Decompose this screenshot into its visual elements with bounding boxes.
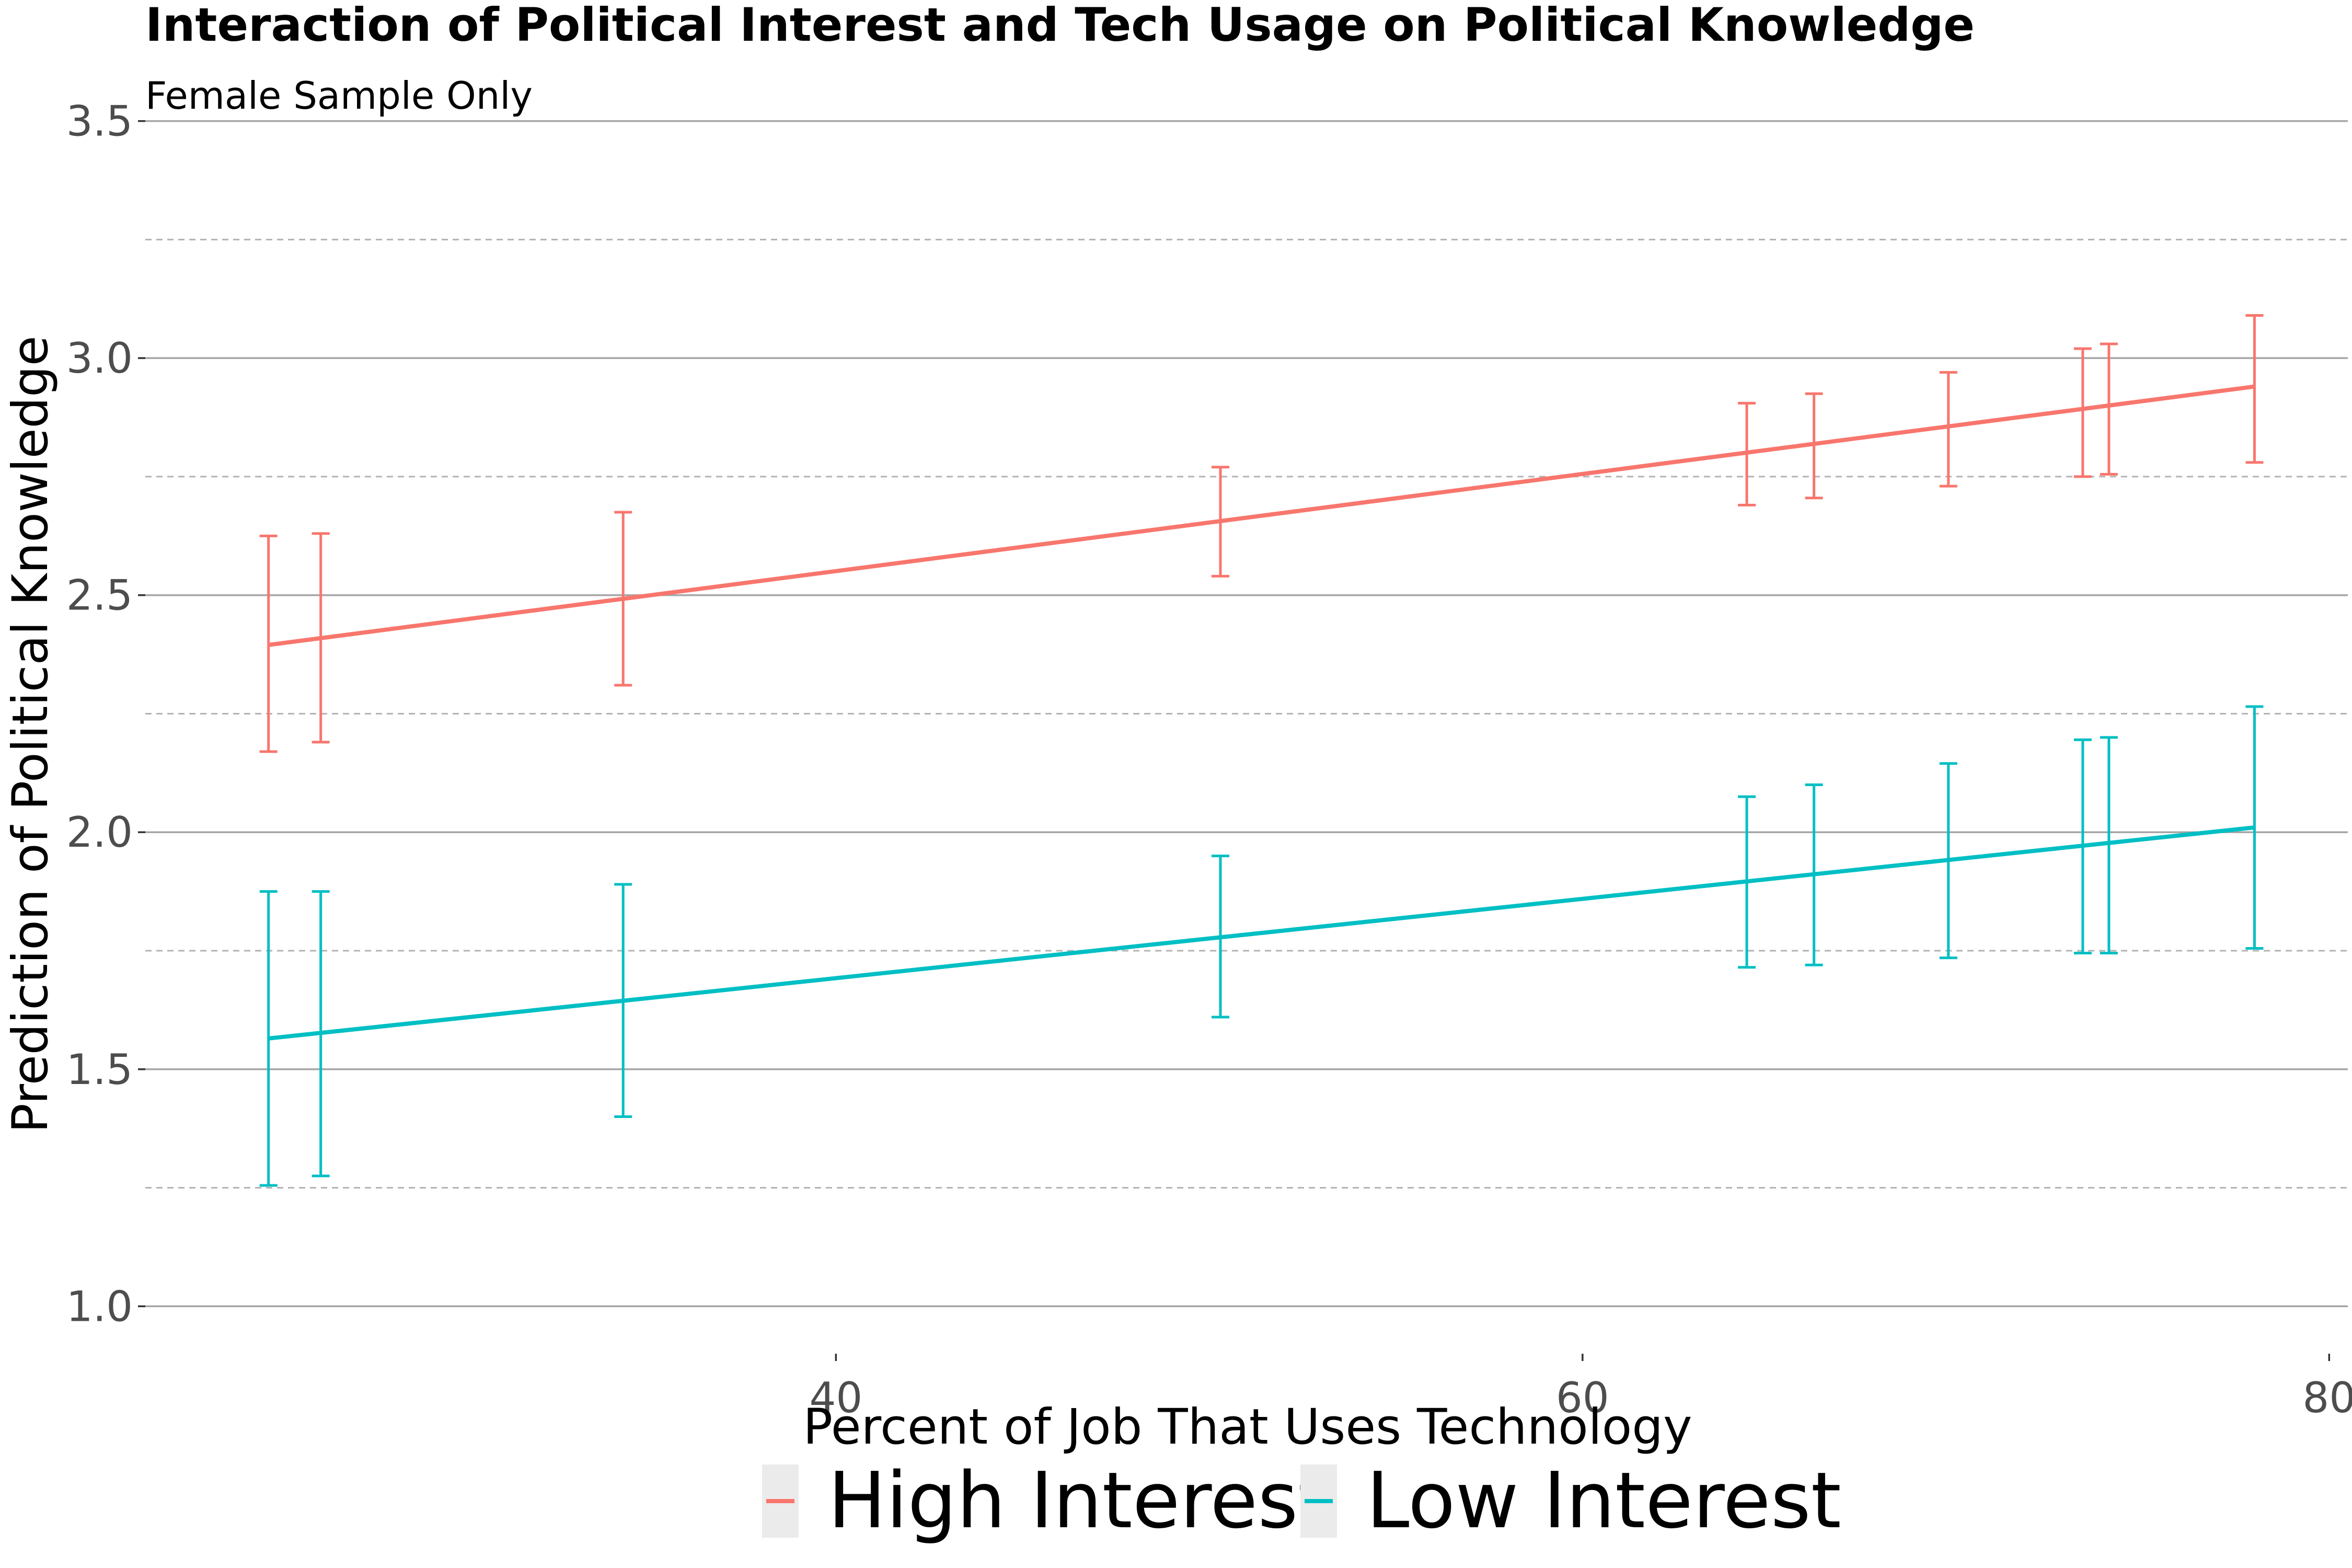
legend: High Interest Low Interest (762, 1456, 1841, 1546)
series-group (260, 316, 2264, 752)
chart-title: Interaction of Political Interest and Te… (145, 0, 1975, 52)
y-tick-label: 2.0 (66, 808, 133, 857)
series-line (269, 827, 2255, 1039)
y-axis-label: Prediction of Political Knowledge (2, 336, 59, 1133)
y-tick-label: 3.0 (66, 334, 133, 383)
y-axis-ticks: 1.0 1.5 2.0 2.5 3.0 3.5 (66, 97, 145, 1331)
y-tick-label: 2.5 (66, 571, 133, 620)
y-tick-label: 3.5 (66, 97, 133, 146)
grid (145, 121, 2348, 1307)
chart-subtitle: Female Sample Only (145, 74, 533, 118)
y-tick-label: 1.0 (66, 1282, 133, 1331)
legend-item: Low Interest (1300, 1456, 1841, 1546)
series-group (260, 707, 2264, 1185)
legend-item: High Interest (762, 1456, 1329, 1546)
legend-label: High Interest (828, 1456, 1329, 1546)
x-tick-label: 80 (2302, 1374, 2352, 1422)
legend-label: Low Interest (1366, 1456, 1841, 1546)
series-layer (260, 316, 2264, 1185)
y-tick-label: 1.5 (66, 1045, 133, 1094)
series-line (269, 387, 2255, 645)
x-axis-label: Percent of Job That Uses Technology (803, 1399, 1692, 1456)
